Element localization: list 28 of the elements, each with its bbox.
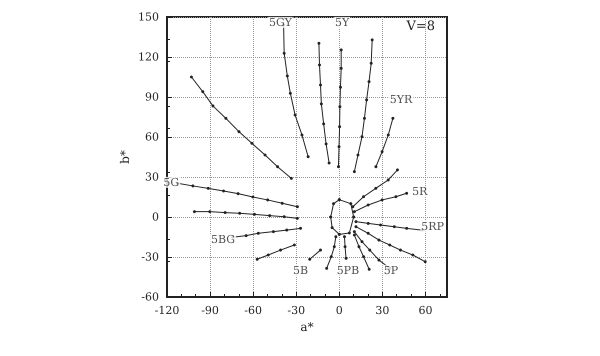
x-tick-label: -120	[154, 304, 180, 317]
annotation: 5G	[163, 176, 180, 189]
x-tick-label: 60	[418, 304, 432, 317]
y-tick-label: 90	[145, 90, 159, 104]
annotation: 5BG	[210, 233, 236, 246]
annotation: 5PB	[336, 264, 360, 277]
y-tick-label: -30	[141, 250, 159, 264]
y-tick-label: 0	[152, 210, 159, 224]
annotation: 5R	[412, 185, 428, 198]
y-tick-label: 30	[145, 170, 159, 184]
annotation: 5GY	[269, 16, 293, 29]
x-axis-title: a*	[300, 320, 314, 334]
annotation: 5P	[384, 264, 399, 277]
x-tick-label: -90	[201, 304, 219, 317]
y-tick-label: 120	[138, 50, 159, 64]
x-tick-label: 0	[336, 304, 343, 317]
x-tick-label: -30	[287, 304, 306, 317]
annotation: V=8	[405, 19, 436, 34]
annotation: 5B	[292, 264, 308, 277]
y-axis-title: b*	[118, 150, 132, 164]
y-tick-label: -60	[141, 290, 159, 304]
y-tick-label: 60	[145, 130, 159, 144]
annotation: 5Y	[335, 16, 350, 29]
x-tick-label: 30	[375, 304, 390, 317]
annotation: 5RP	[421, 220, 445, 233]
y-tick-label: 150	[138, 10, 159, 24]
x-tick-label: -60	[244, 304, 262, 317]
annotation: 5YR	[390, 93, 414, 106]
